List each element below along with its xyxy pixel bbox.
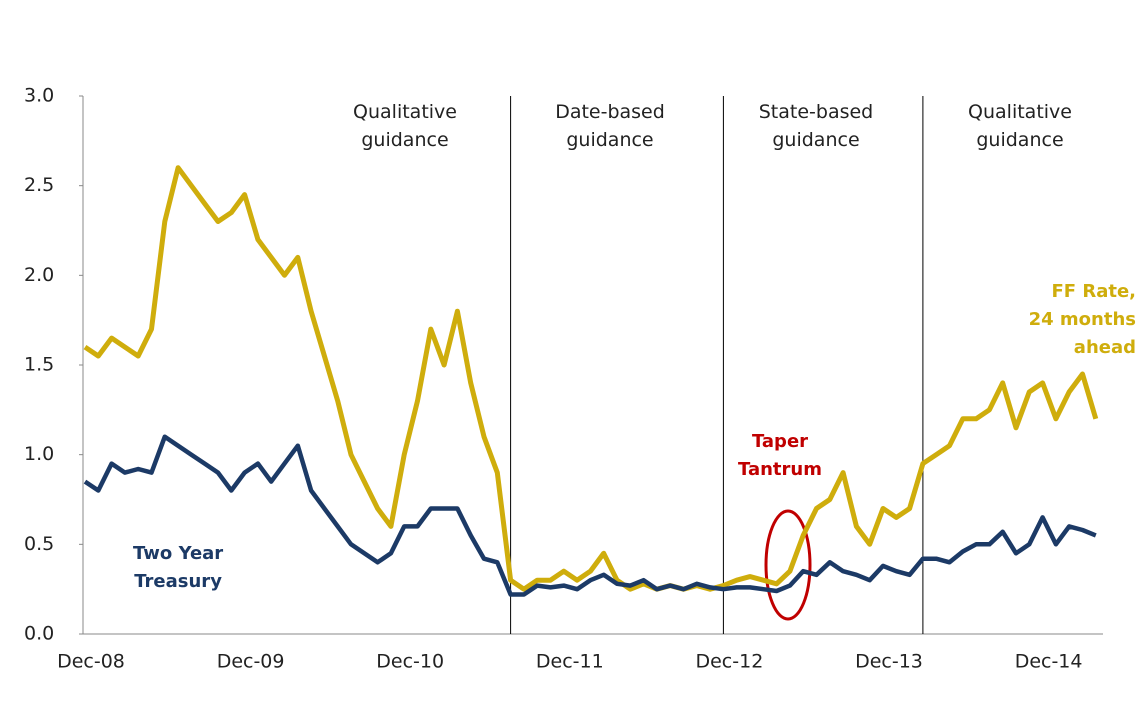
x-tick-label: Dec-14 bbox=[1015, 651, 1083, 673]
highlight-ellipse bbox=[764, 509, 812, 621]
series-label: FF Rate, 24 months ahead bbox=[1028, 281, 1136, 358]
x-tick-label: Dec-13 bbox=[855, 651, 923, 673]
region-label: Date-based guidance bbox=[555, 101, 665, 151]
x-tick-label: Dec-09 bbox=[217, 651, 285, 673]
region-label: Qualitative guidance bbox=[353, 101, 457, 151]
annotation: Taper Tantrum bbox=[738, 431, 822, 480]
region-label: Qualitative guidance bbox=[968, 101, 1072, 151]
x-tick-label: Dec-10 bbox=[376, 651, 444, 673]
region-label: State-based guidance bbox=[758, 101, 874, 151]
y-tick-label: 1.0 bbox=[24, 443, 54, 465]
x-tick-label: Dec-08 bbox=[57, 651, 125, 673]
x-tick-label: Dec-11 bbox=[536, 651, 604, 673]
series-line bbox=[83, 434, 1097, 597]
series-label: Two Year Treasury bbox=[133, 543, 224, 592]
y-tick-label: 1.5 bbox=[24, 354, 54, 376]
y-tick-label: 0.0 bbox=[24, 623, 54, 645]
y-tick-label: 2.5 bbox=[24, 174, 54, 196]
y-tick-label: 3.0 bbox=[24, 85, 54, 107]
y-tick-label: 2.0 bbox=[24, 264, 54, 286]
series-line bbox=[83, 165, 1099, 592]
y-tick-label: 0.5 bbox=[24, 533, 54, 555]
x-tick-label: Dec-12 bbox=[695, 651, 763, 673]
